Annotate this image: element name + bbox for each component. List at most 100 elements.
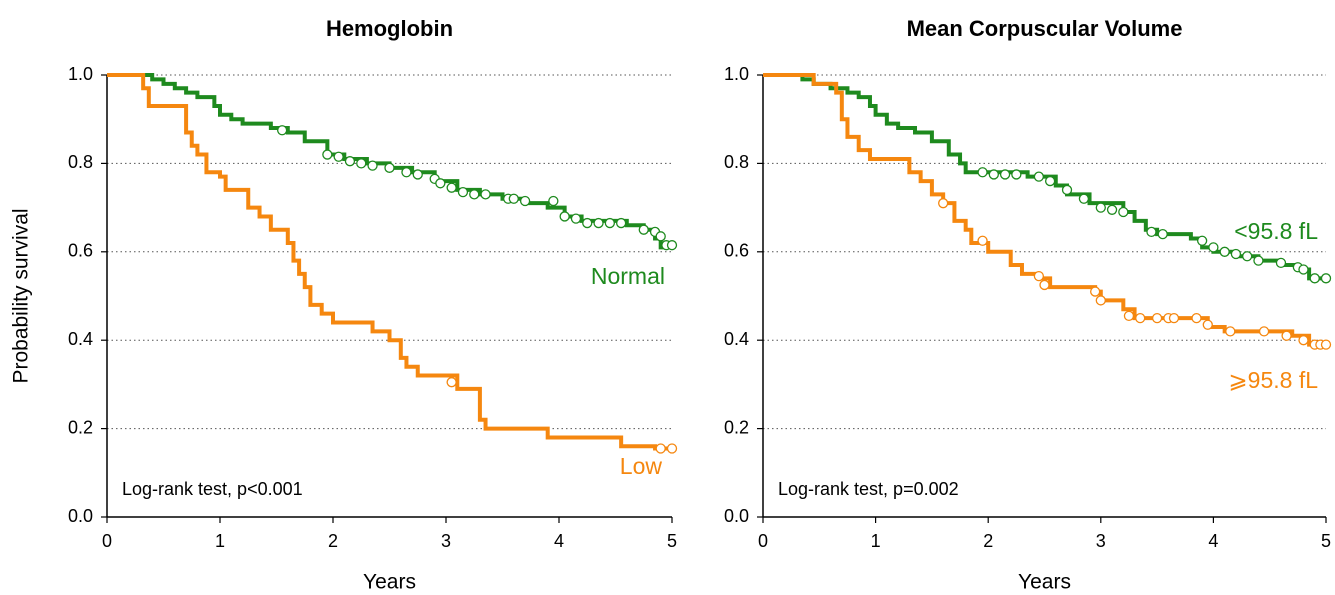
censor-mark — [1095, 295, 1106, 306]
censor-mark — [655, 443, 666, 454]
chart-title: Mean Corpuscular Volume — [907, 16, 1183, 41]
censor-mark — [559, 211, 570, 222]
survival-curve — [763, 73, 1326, 281]
censor-mark — [1168, 312, 1180, 324]
censor-mark — [1118, 206, 1129, 218]
y-tick-label: 0.8 — [68, 152, 93, 172]
censor-mark — [1033, 171, 1045, 182]
censor-mark — [666, 240, 678, 251]
censor-mark — [1146, 226, 1157, 238]
censor-mark — [655, 231, 666, 242]
annotation: Log-rank test, p<0.001 — [122, 479, 303, 499]
survival-curve — [763, 73, 1326, 347]
chart-title: Hemoglobin — [326, 16, 453, 41]
censor-mark — [480, 189, 491, 200]
censor-mark — [508, 193, 519, 204]
censor-mark — [1196, 235, 1208, 246]
censor-mark — [435, 178, 446, 189]
censor-mark — [276, 125, 288, 136]
x-tick-label: 1 — [215, 531, 225, 551]
censor-mark — [1298, 335, 1309, 346]
survival-curve — [107, 73, 672, 250]
censor-mark — [1230, 248, 1242, 260]
x-tick-label: 4 — [554, 531, 564, 551]
censor-mark — [938, 198, 949, 209]
x-tick-label: 2 — [328, 531, 338, 551]
censor-mark — [593, 217, 604, 229]
censor-mark — [401, 167, 412, 178]
censor-mark — [1090, 286, 1101, 297]
censor-mark — [1320, 273, 1332, 284]
censor-mark — [367, 160, 378, 171]
censor-mark — [570, 213, 582, 224]
censor-mark — [519, 195, 531, 207]
x-tick-label: 5 — [1321, 531, 1331, 551]
censor-mark — [344, 156, 356, 167]
survival-curve — [107, 73, 672, 451]
censor-mark — [1011, 169, 1022, 180]
x-tick-label: 5 — [667, 531, 677, 551]
censor-mark — [1033, 270, 1045, 282]
curve-label: ⩾95.8 fL — [1228, 367, 1318, 393]
censor-mark — [1078, 193, 1090, 204]
censor-mark — [1151, 312, 1163, 324]
y-tick-label: 0.0 — [68, 506, 93, 526]
y-tick-label: 0.6 — [68, 241, 93, 261]
curve-label: <95.8 fL — [1234, 218, 1318, 244]
censor-mark — [1039, 279, 1050, 291]
censor-mark — [1095, 202, 1106, 213]
x-tick-label: 2 — [983, 531, 993, 551]
censor-mark — [1258, 326, 1270, 337]
censor-mark — [582, 217, 593, 229]
censor-mark — [1253, 255, 1264, 266]
censor-mark — [977, 235, 988, 246]
y-tick-label: 1.0 — [68, 64, 93, 84]
censor-mark — [1309, 273, 1320, 284]
censor-mark — [638, 224, 649, 235]
y-tick-label: 0.6 — [724, 241, 749, 261]
x-tick-label: 4 — [1208, 531, 1218, 551]
y-tick-label: 0.4 — [724, 329, 749, 349]
censor-mark — [1320, 339, 1332, 350]
censor-mark — [1061, 184, 1073, 196]
censor-mark — [412, 169, 423, 180]
y-tick-label: 0.8 — [724, 152, 749, 172]
x-axis-label: Years — [1018, 571, 1071, 594]
censor-mark — [1242, 251, 1253, 262]
censor-mark — [1208, 242, 1219, 253]
curve-label: Low — [620, 453, 663, 479]
censor-mark — [1157, 228, 1168, 240]
censor-mark — [457, 186, 469, 198]
y-tick-label: 0.2 — [724, 417, 749, 437]
censor-mark — [322, 149, 333, 160]
y-tick-label: 1.0 — [724, 64, 749, 84]
y-tick-label: 0.2 — [68, 417, 93, 437]
censor-mark — [1225, 326, 1236, 337]
censor-mark — [988, 169, 999, 180]
x-axis-label: Years — [363, 571, 416, 594]
censor-mark — [604, 217, 615, 229]
censor-mark — [1123, 310, 1135, 322]
censor-mark — [1281, 330, 1292, 341]
censor-mark — [356, 158, 367, 169]
x-tick-label: 1 — [871, 531, 881, 551]
x-tick-label: 3 — [1096, 531, 1106, 551]
censor-mark — [1202, 319, 1213, 330]
censor-mark — [1298, 264, 1309, 275]
x-tick-label: 0 — [102, 531, 112, 551]
censor-mark — [384, 162, 395, 173]
x-tick-label: 0 — [758, 531, 768, 551]
curve-label: Normal — [591, 263, 665, 289]
censor-mark — [977, 167, 988, 178]
censor-mark — [666, 443, 678, 454]
censor-mark — [1044, 175, 1056, 187]
annotation: Log-rank test, p=0.002 — [778, 479, 959, 499]
censor-mark — [1191, 312, 1202, 324]
y-axis-label: Probability survival — [10, 208, 33, 383]
censor-mark — [446, 182, 457, 193]
x-tick-label: 3 — [441, 531, 451, 551]
censor-mark — [999, 169, 1011, 180]
censor-mark — [1219, 246, 1230, 257]
censor-mark — [446, 377, 457, 388]
